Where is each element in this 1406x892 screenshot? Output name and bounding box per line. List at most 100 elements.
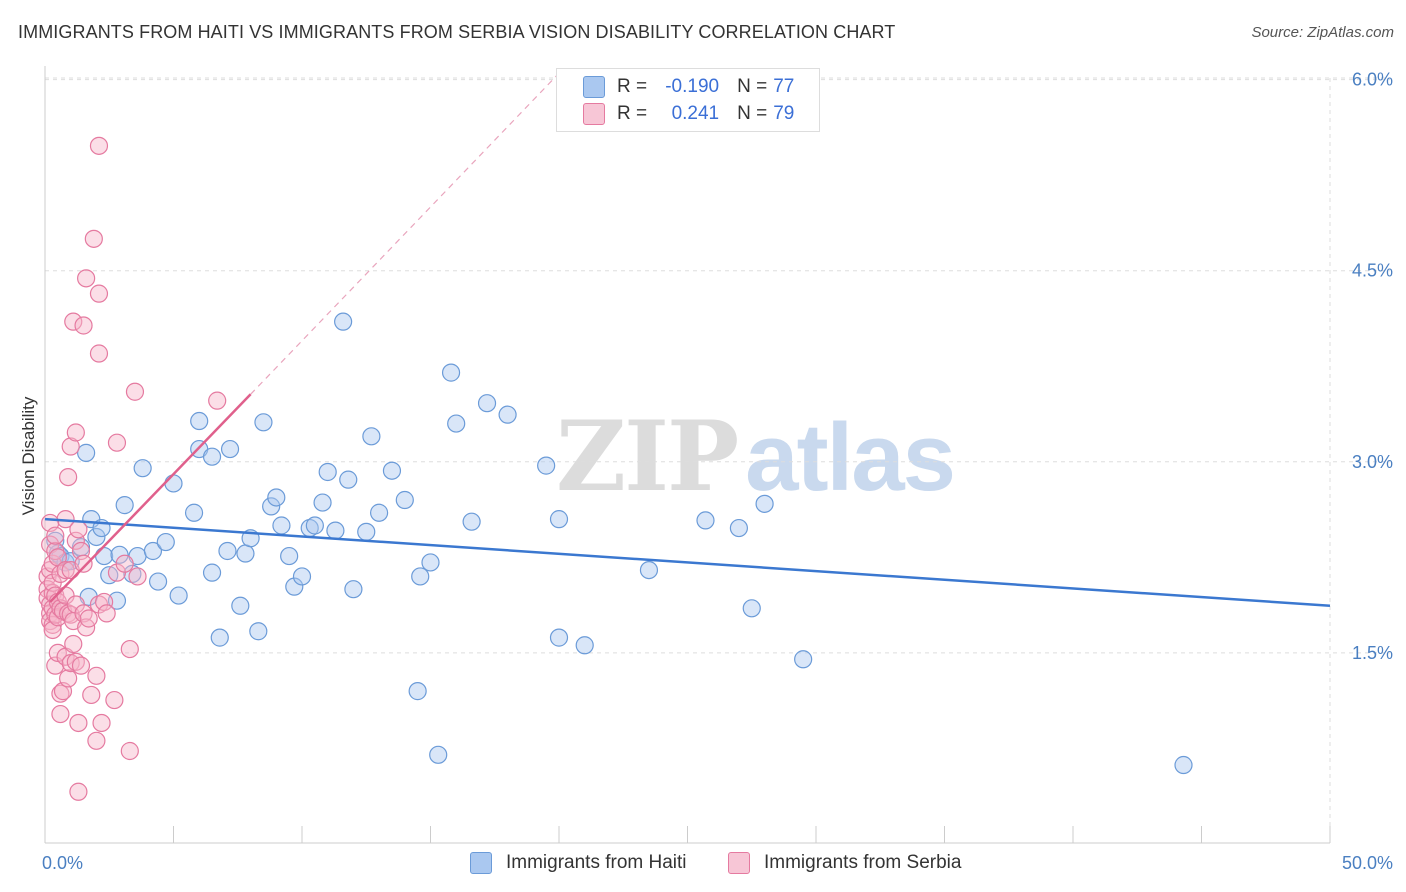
haiti-point xyxy=(742,599,761,618)
serbia-point xyxy=(74,554,93,573)
haiti-point xyxy=(292,567,312,586)
haiti-point xyxy=(110,545,129,564)
serbia-point xyxy=(97,604,116,623)
haiti-point xyxy=(729,518,749,538)
haiti-point xyxy=(794,650,813,669)
haiti-point xyxy=(477,394,497,413)
serbia-point xyxy=(82,685,101,705)
y-tick-label: 6.0% xyxy=(1352,70,1393,90)
haiti-point xyxy=(370,503,389,522)
haiti-point xyxy=(115,496,134,515)
haiti-point xyxy=(429,745,448,764)
serbia-point xyxy=(51,684,70,703)
haiti-point xyxy=(395,490,414,510)
serbia-point xyxy=(56,560,75,580)
serbia-point xyxy=(115,554,134,573)
haiti-point xyxy=(498,405,517,424)
haiti-point xyxy=(280,546,299,566)
haiti-point xyxy=(334,312,353,331)
haiti-point xyxy=(202,447,222,466)
serbia-point xyxy=(74,316,93,335)
serbia-point xyxy=(64,312,83,331)
haiti-point xyxy=(87,527,106,547)
haiti-point xyxy=(285,577,304,596)
serbia-point xyxy=(105,690,124,710)
serbia-point xyxy=(89,284,109,303)
y-tick-label: 1.5% xyxy=(1352,643,1393,663)
serbia-point xyxy=(84,229,103,248)
haiti-point xyxy=(549,628,569,647)
trend-lines xyxy=(44,72,1331,608)
serbia-point xyxy=(66,531,85,550)
haiti-point xyxy=(696,511,715,530)
source-label: Source: ZipAtlas.com xyxy=(1251,24,1394,41)
haiti-point xyxy=(339,470,358,489)
serbia-trend-line xyxy=(49,393,252,603)
serbia-point xyxy=(87,666,106,685)
haiti-point xyxy=(549,510,569,529)
serbia-point xyxy=(208,391,227,410)
watermark-zip: ZIP xyxy=(556,400,739,513)
serbia-point xyxy=(125,382,145,401)
haiti-point xyxy=(148,572,168,591)
haiti-point xyxy=(408,682,427,701)
haiti-point xyxy=(107,591,127,610)
serbia-point xyxy=(46,526,65,545)
haiti-point xyxy=(77,443,96,462)
legend-n-value-haiti: 77 xyxy=(773,76,795,97)
haiti-point xyxy=(123,564,142,584)
serbia-point xyxy=(69,520,88,539)
haiti-point xyxy=(218,541,237,561)
bottom-legend-haiti[interactable]: Immigrants from Haiti xyxy=(470,852,687,874)
haiti-point xyxy=(447,414,466,433)
serbia-point xyxy=(107,433,127,452)
y-tick-label: 3.0% xyxy=(1352,452,1393,472)
haiti-point xyxy=(249,622,268,641)
haiti-point xyxy=(313,493,332,512)
haiti-point xyxy=(236,544,255,563)
serbia-point xyxy=(71,656,91,675)
haiti-point xyxy=(326,521,345,540)
serbia-point xyxy=(59,467,78,487)
haiti-point xyxy=(164,474,183,493)
haiti-point xyxy=(156,532,175,552)
serbia-point xyxy=(59,669,78,688)
legend-box: R = -0.190 N = 77 R = 0.241 N = 79 xyxy=(556,68,820,132)
haiti-point xyxy=(202,563,222,582)
y-axis-label: Vision Disability xyxy=(19,396,38,515)
legend-swatch-serbia xyxy=(583,103,605,125)
haiti-point xyxy=(210,628,229,647)
haiti-point xyxy=(362,427,381,446)
bottom-legend-serbia[interactable]: Immigrants from Serbia xyxy=(728,852,961,874)
haiti-point xyxy=(169,586,188,605)
watermark: ZIPatlas xyxy=(556,400,956,513)
haiti-point xyxy=(133,459,152,478)
haiti-point xyxy=(272,516,291,535)
serbia-point xyxy=(89,136,109,155)
haiti-point xyxy=(441,363,461,382)
bottom-legend-label-serbia: Immigrants from Serbia xyxy=(764,852,962,873)
haiti-point xyxy=(639,560,659,580)
serbia-point xyxy=(92,713,111,733)
legend-row-haiti: R = -0.190 N = 77 xyxy=(583,75,794,99)
serbia-point xyxy=(66,423,85,442)
haiti-point xyxy=(184,503,204,522)
legend-row-serbia: R = 0.241 N = 79 xyxy=(583,102,794,126)
haiti-point xyxy=(231,596,250,615)
serbia-point xyxy=(120,639,139,659)
chart-title: IMMIGRANTS FROM HAITI VS IMMIGRANTS FROM… xyxy=(18,22,896,42)
serbia-point xyxy=(89,344,109,363)
haiti-point xyxy=(575,636,594,655)
haiti-point xyxy=(95,546,114,566)
haiti-point xyxy=(382,461,402,480)
serbia-point xyxy=(128,567,147,586)
axes xyxy=(44,66,1331,844)
legend-n-label: N = xyxy=(737,76,768,97)
haiti-point xyxy=(220,439,240,459)
legend-r-value-serbia: 0.241 xyxy=(671,103,720,124)
serbia-point xyxy=(87,731,106,750)
haiti-point xyxy=(462,512,481,531)
grid-lines xyxy=(45,77,1390,843)
serbia-point xyxy=(69,782,88,801)
